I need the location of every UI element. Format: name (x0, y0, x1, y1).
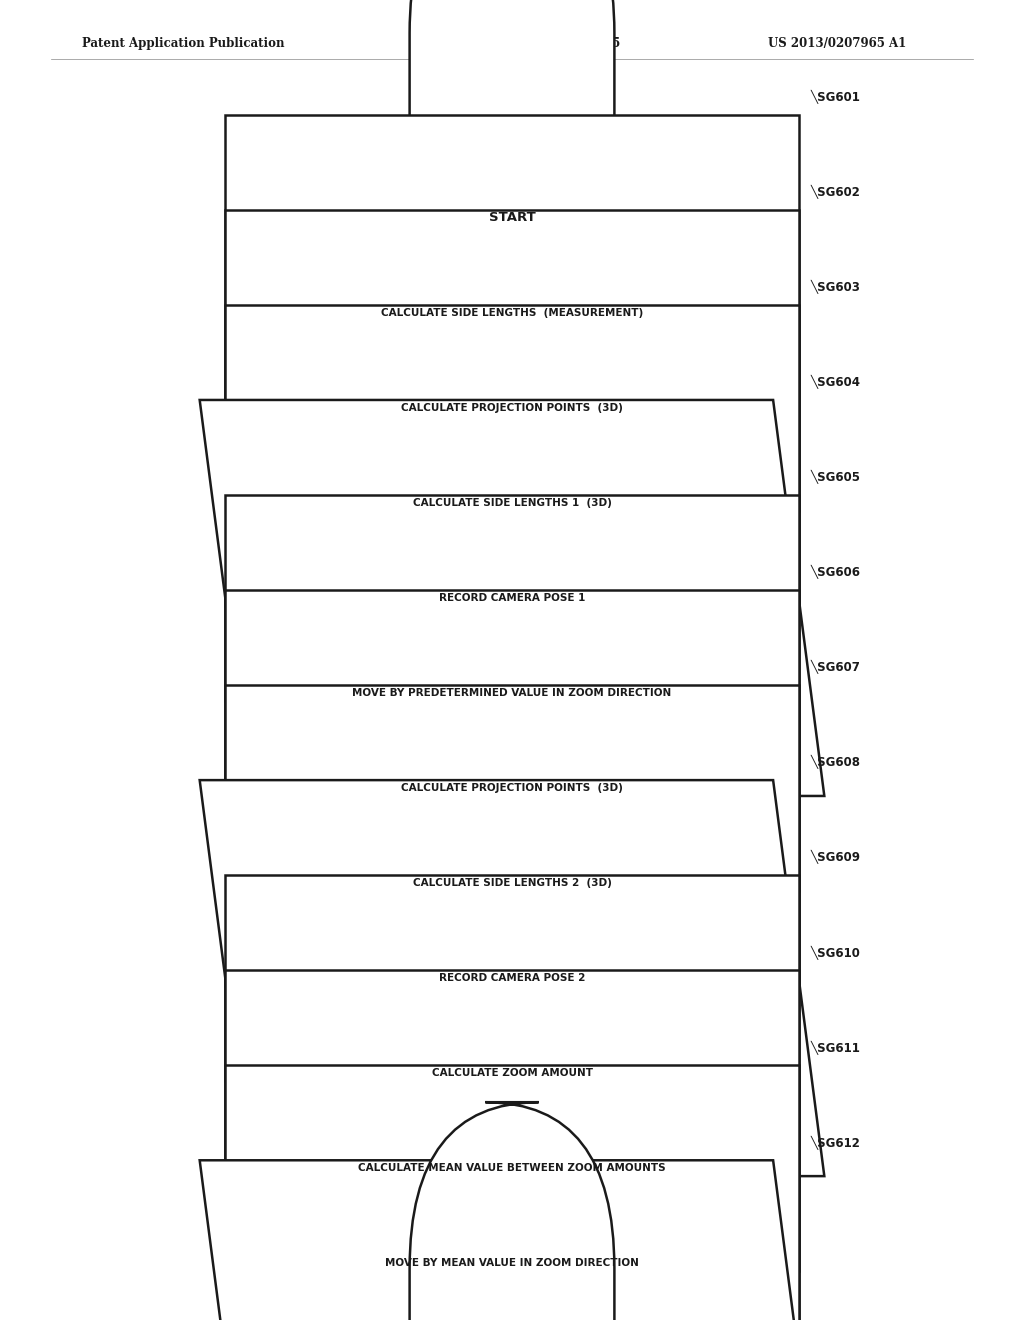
Text: Patent Application Publication: Patent Application Publication (82, 37, 285, 50)
Text: START: START (488, 211, 536, 224)
Text: CALCULATE PROJECTION POINTS  (3D): CALCULATE PROJECTION POINTS (3D) (401, 783, 623, 793)
Text: ╲SG605: ╲SG605 (811, 470, 861, 484)
Text: CALCULATE ZOOM AMOUNT: CALCULATE ZOOM AMOUNT (431, 1068, 593, 1078)
Text: ╲SG603: ╲SG603 (811, 280, 861, 294)
Text: CALCULATE MEAN VALUE BETWEEN ZOOM AMOUNTS: CALCULATE MEAN VALUE BETWEEN ZOOM AMOUNT… (358, 1163, 666, 1173)
Polygon shape (200, 400, 824, 796)
FancyBboxPatch shape (225, 115, 799, 511)
FancyBboxPatch shape (225, 495, 799, 891)
FancyBboxPatch shape (225, 590, 799, 986)
Text: ╲SG601: ╲SG601 (811, 90, 861, 104)
FancyBboxPatch shape (225, 685, 799, 1081)
FancyBboxPatch shape (225, 1065, 799, 1320)
Text: RECORD CAMERA POSE 1: RECORD CAMERA POSE 1 (439, 593, 585, 603)
Text: ╲SG604: ╲SG604 (811, 375, 861, 389)
Text: FIG. 35: FIG. 35 (457, 102, 567, 131)
Text: ╲SG606: ╲SG606 (811, 565, 861, 579)
Text: ╲SG611: ╲SG611 (811, 1040, 861, 1055)
Text: US 2013/0207965 A1: US 2013/0207965 A1 (768, 37, 906, 50)
Text: CALCULATE SIDE LENGTHS 1  (3D): CALCULATE SIDE LENGTHS 1 (3D) (413, 498, 611, 508)
Text: MOVE BY PREDETERMINED VALUE IN ZOOM DIRECTION: MOVE BY PREDETERMINED VALUE IN ZOOM DIRE… (352, 688, 672, 698)
Polygon shape (200, 1160, 824, 1320)
Text: MOVE BY MEAN VALUE IN ZOOM DIRECTION: MOVE BY MEAN VALUE IN ZOOM DIRECTION (385, 1258, 639, 1269)
Text: ╲SG610: ╲SG610 (811, 945, 861, 960)
Text: ╲SG607: ╲SG607 (811, 660, 861, 675)
Text: CALCULATE SIDE LENGTHS 2  (3D): CALCULATE SIDE LENGTHS 2 (3D) (413, 878, 611, 888)
Text: CALCULATE SIDE LENGTHS  (MEASUREMENT): CALCULATE SIDE LENGTHS (MEASUREMENT) (381, 308, 643, 318)
Text: ╲SG612: ╲SG612 (811, 1135, 861, 1150)
Text: CALCULATE PROJECTION POINTS  (3D): CALCULATE PROJECTION POINTS (3D) (401, 403, 623, 413)
FancyBboxPatch shape (225, 305, 799, 701)
FancyBboxPatch shape (225, 210, 799, 606)
Polygon shape (200, 780, 824, 1176)
FancyBboxPatch shape (225, 875, 799, 1271)
Text: ╲SG608: ╲SG608 (811, 755, 861, 770)
FancyBboxPatch shape (410, 0, 614, 569)
Text: ╲SG609: ╲SG609 (811, 850, 861, 865)
FancyBboxPatch shape (225, 970, 799, 1320)
Text: Aug. 15, 2013  Sheet 35 of 65: Aug. 15, 2013 Sheet 35 of 65 (425, 37, 621, 50)
Text: ╲SG602: ╲SG602 (811, 185, 861, 199)
FancyBboxPatch shape (410, 1102, 614, 1320)
Text: RECORD CAMERA POSE 2: RECORD CAMERA POSE 2 (439, 973, 585, 983)
